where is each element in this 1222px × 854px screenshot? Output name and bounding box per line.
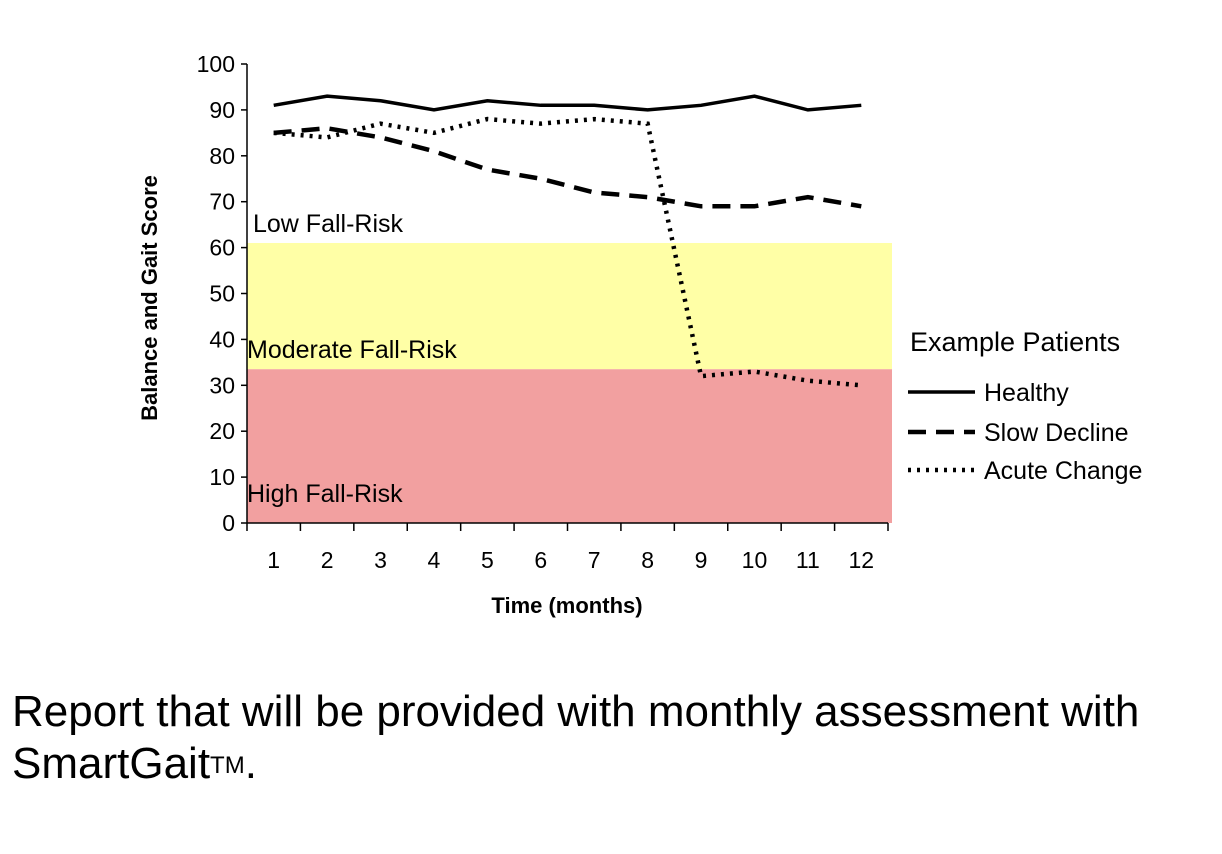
zone-label: Moderate Fall-Risk bbox=[247, 336, 457, 364]
x-axis-title: Time (months) bbox=[491, 593, 642, 618]
y-tick-label: 0 bbox=[222, 510, 235, 536]
y-tick-label: 100 bbox=[197, 51, 235, 77]
line-chart: Low Fall-Risk Moderate Fall-Risk High Fall… bbox=[137, 51, 1142, 618]
legend-label: Acute Change bbox=[984, 457, 1142, 485]
y-tick-label: 40 bbox=[209, 326, 235, 352]
x-tick-label: 1 bbox=[267, 547, 280, 573]
series-line-healthy bbox=[273, 94, 862, 112]
caption: Report that will be provided with monthl… bbox=[12, 686, 1212, 790]
trademark: TM bbox=[210, 752, 245, 779]
x-tick-label: 5 bbox=[481, 547, 494, 573]
x-tick-label: 8 bbox=[641, 547, 654, 573]
zone-band bbox=[247, 243, 892, 370]
zone-band bbox=[247, 64, 892, 244]
y-tick-label: 80 bbox=[209, 143, 235, 169]
y-tick-label: 90 bbox=[209, 97, 235, 123]
zone-label: Low Fall-Risk bbox=[253, 210, 404, 238]
series-line-acute-change bbox=[273, 116, 862, 388]
y-axis-title: Balance and Gait Score bbox=[137, 175, 162, 421]
legend-title: Example Patients bbox=[910, 327, 1120, 357]
legend-label: Slow Decline bbox=[984, 419, 1129, 447]
x-tick-label: 4 bbox=[428, 547, 441, 573]
x-tick-label: 9 bbox=[695, 547, 708, 573]
x-tick-label: 6 bbox=[534, 547, 547, 573]
caption-text: Report that will be provided with monthl… bbox=[12, 687, 1140, 788]
y-tick-label: 10 bbox=[209, 464, 235, 490]
legend-label: Healthy bbox=[984, 379, 1069, 407]
x-tick-label: 3 bbox=[374, 547, 387, 573]
x-tick-label: 7 bbox=[588, 547, 601, 573]
caption-end: . bbox=[244, 739, 257, 788]
y-tick-label: 60 bbox=[209, 235, 235, 261]
series-line-slow-decline bbox=[273, 125, 862, 209]
x-tick-label: 2 bbox=[321, 547, 334, 573]
zone-band bbox=[247, 369, 892, 523]
x-tick-label: 12 bbox=[848, 547, 874, 573]
zone-label: High Fall-Risk bbox=[247, 480, 403, 508]
y-tick-label: 30 bbox=[209, 372, 235, 398]
y-tick-label: 50 bbox=[209, 281, 235, 307]
y-tick-label: 70 bbox=[209, 189, 235, 215]
x-tick-label: 11 bbox=[796, 547, 820, 573]
y-tick-label: 20 bbox=[209, 418, 235, 444]
x-tick-label: 10 bbox=[742, 547, 768, 573]
